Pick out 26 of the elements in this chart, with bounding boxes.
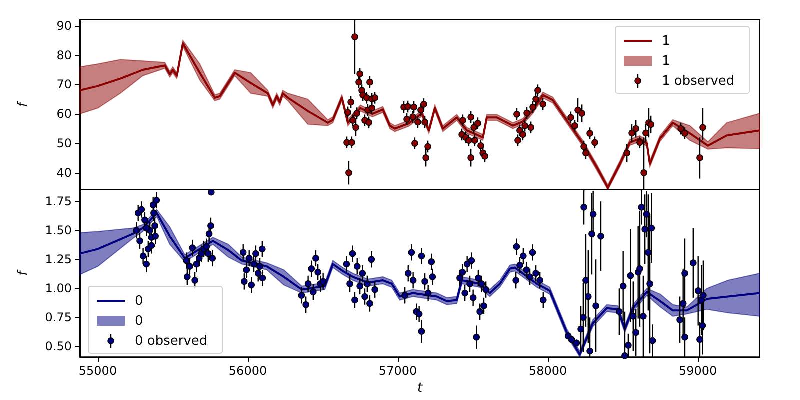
- y-axis-title: f: [16, 268, 31, 276]
- x-tick-label: 58000: [528, 364, 568, 378]
- text: 1: [662, 54, 670, 68]
- legend-label: 0: [135, 294, 144, 308]
- legend-label: 0 observed: [135, 334, 208, 348]
- text: 0: [135, 314, 144, 328]
- y-tick-label: 70: [56, 78, 72, 92]
- legend-label: 1: [662, 34, 670, 48]
- y-axis-title: f: [16, 100, 31, 108]
- y-tick-label: 1.25: [45, 252, 72, 267]
- y-tick-label: 80: [56, 48, 72, 62]
- x-tick-label: 57000: [378, 364, 418, 378]
- x-axis-title: t: [417, 381, 424, 396]
- y-tick-label: 0.75: [45, 310, 72, 325]
- y-tick-label: 1.50: [45, 224, 72, 238]
- legend-label: 1 observed: [662, 74, 735, 88]
- y-tick-label: 1.00: [45, 282, 72, 296]
- x-tick-label: 59000: [678, 364, 718, 378]
- x-tick-label: 56000: [228, 364, 268, 378]
- y-tick-label: 40: [56, 166, 72, 180]
- y-tick-label: 60: [56, 107, 72, 122]
- y-tick-label: 90: [56, 18, 72, 33]
- y-tick-label: 1.75: [45, 194, 72, 209]
- y-tick-label: 50: [56, 136, 72, 151]
- x-tick-label: 55000: [78, 364, 118, 378]
- y-tick-label: 0.50: [45, 340, 72, 354]
